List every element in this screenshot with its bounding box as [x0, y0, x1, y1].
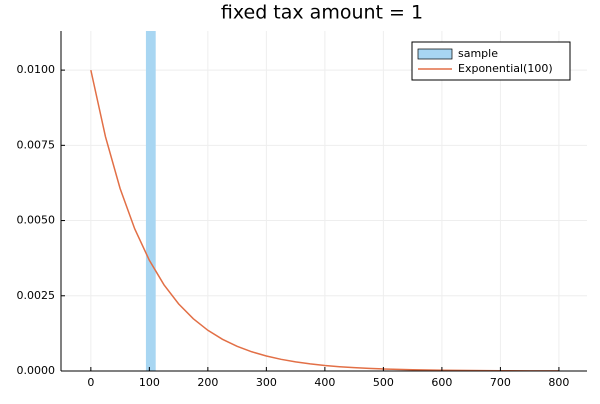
histogram-bar [145, 31, 156, 371]
line [90, 69, 559, 371]
legend: sample Exponential(100) [411, 41, 571, 81]
x-tick-label: 500 [373, 376, 394, 389]
y-tick-label: 0.0050 [17, 214, 56, 227]
plot-area [90, 31, 559, 371]
grid [61, 31, 587, 372]
legend-swatch [417, 48, 453, 60]
x-tick-label: 700 [490, 376, 511, 389]
y-tick-label: 0.0075 [17, 138, 56, 151]
legend-label: Exponential(100) [458, 62, 553, 75]
legend-label: sample [458, 47, 498, 60]
x-tick-label: 200 [197, 376, 218, 389]
x-tick-label: 100 [139, 376, 160, 389]
x-tick-label: 300 [256, 376, 277, 389]
y-tick-label: 0.0100 [17, 63, 56, 76]
x-tick-label: 800 [548, 376, 569, 389]
x-tick-label: 400 [314, 376, 335, 389]
chart-title: fixed tax amount = 1 [221, 2, 423, 24]
x-tick-label: 600 [431, 376, 452, 389]
y-tick-label: 0.0025 [17, 289, 56, 302]
x-tick-label: 0 [87, 376, 94, 389]
legend-box [411, 41, 571, 81]
y-tick-label: 0.0000 [17, 364, 56, 377]
